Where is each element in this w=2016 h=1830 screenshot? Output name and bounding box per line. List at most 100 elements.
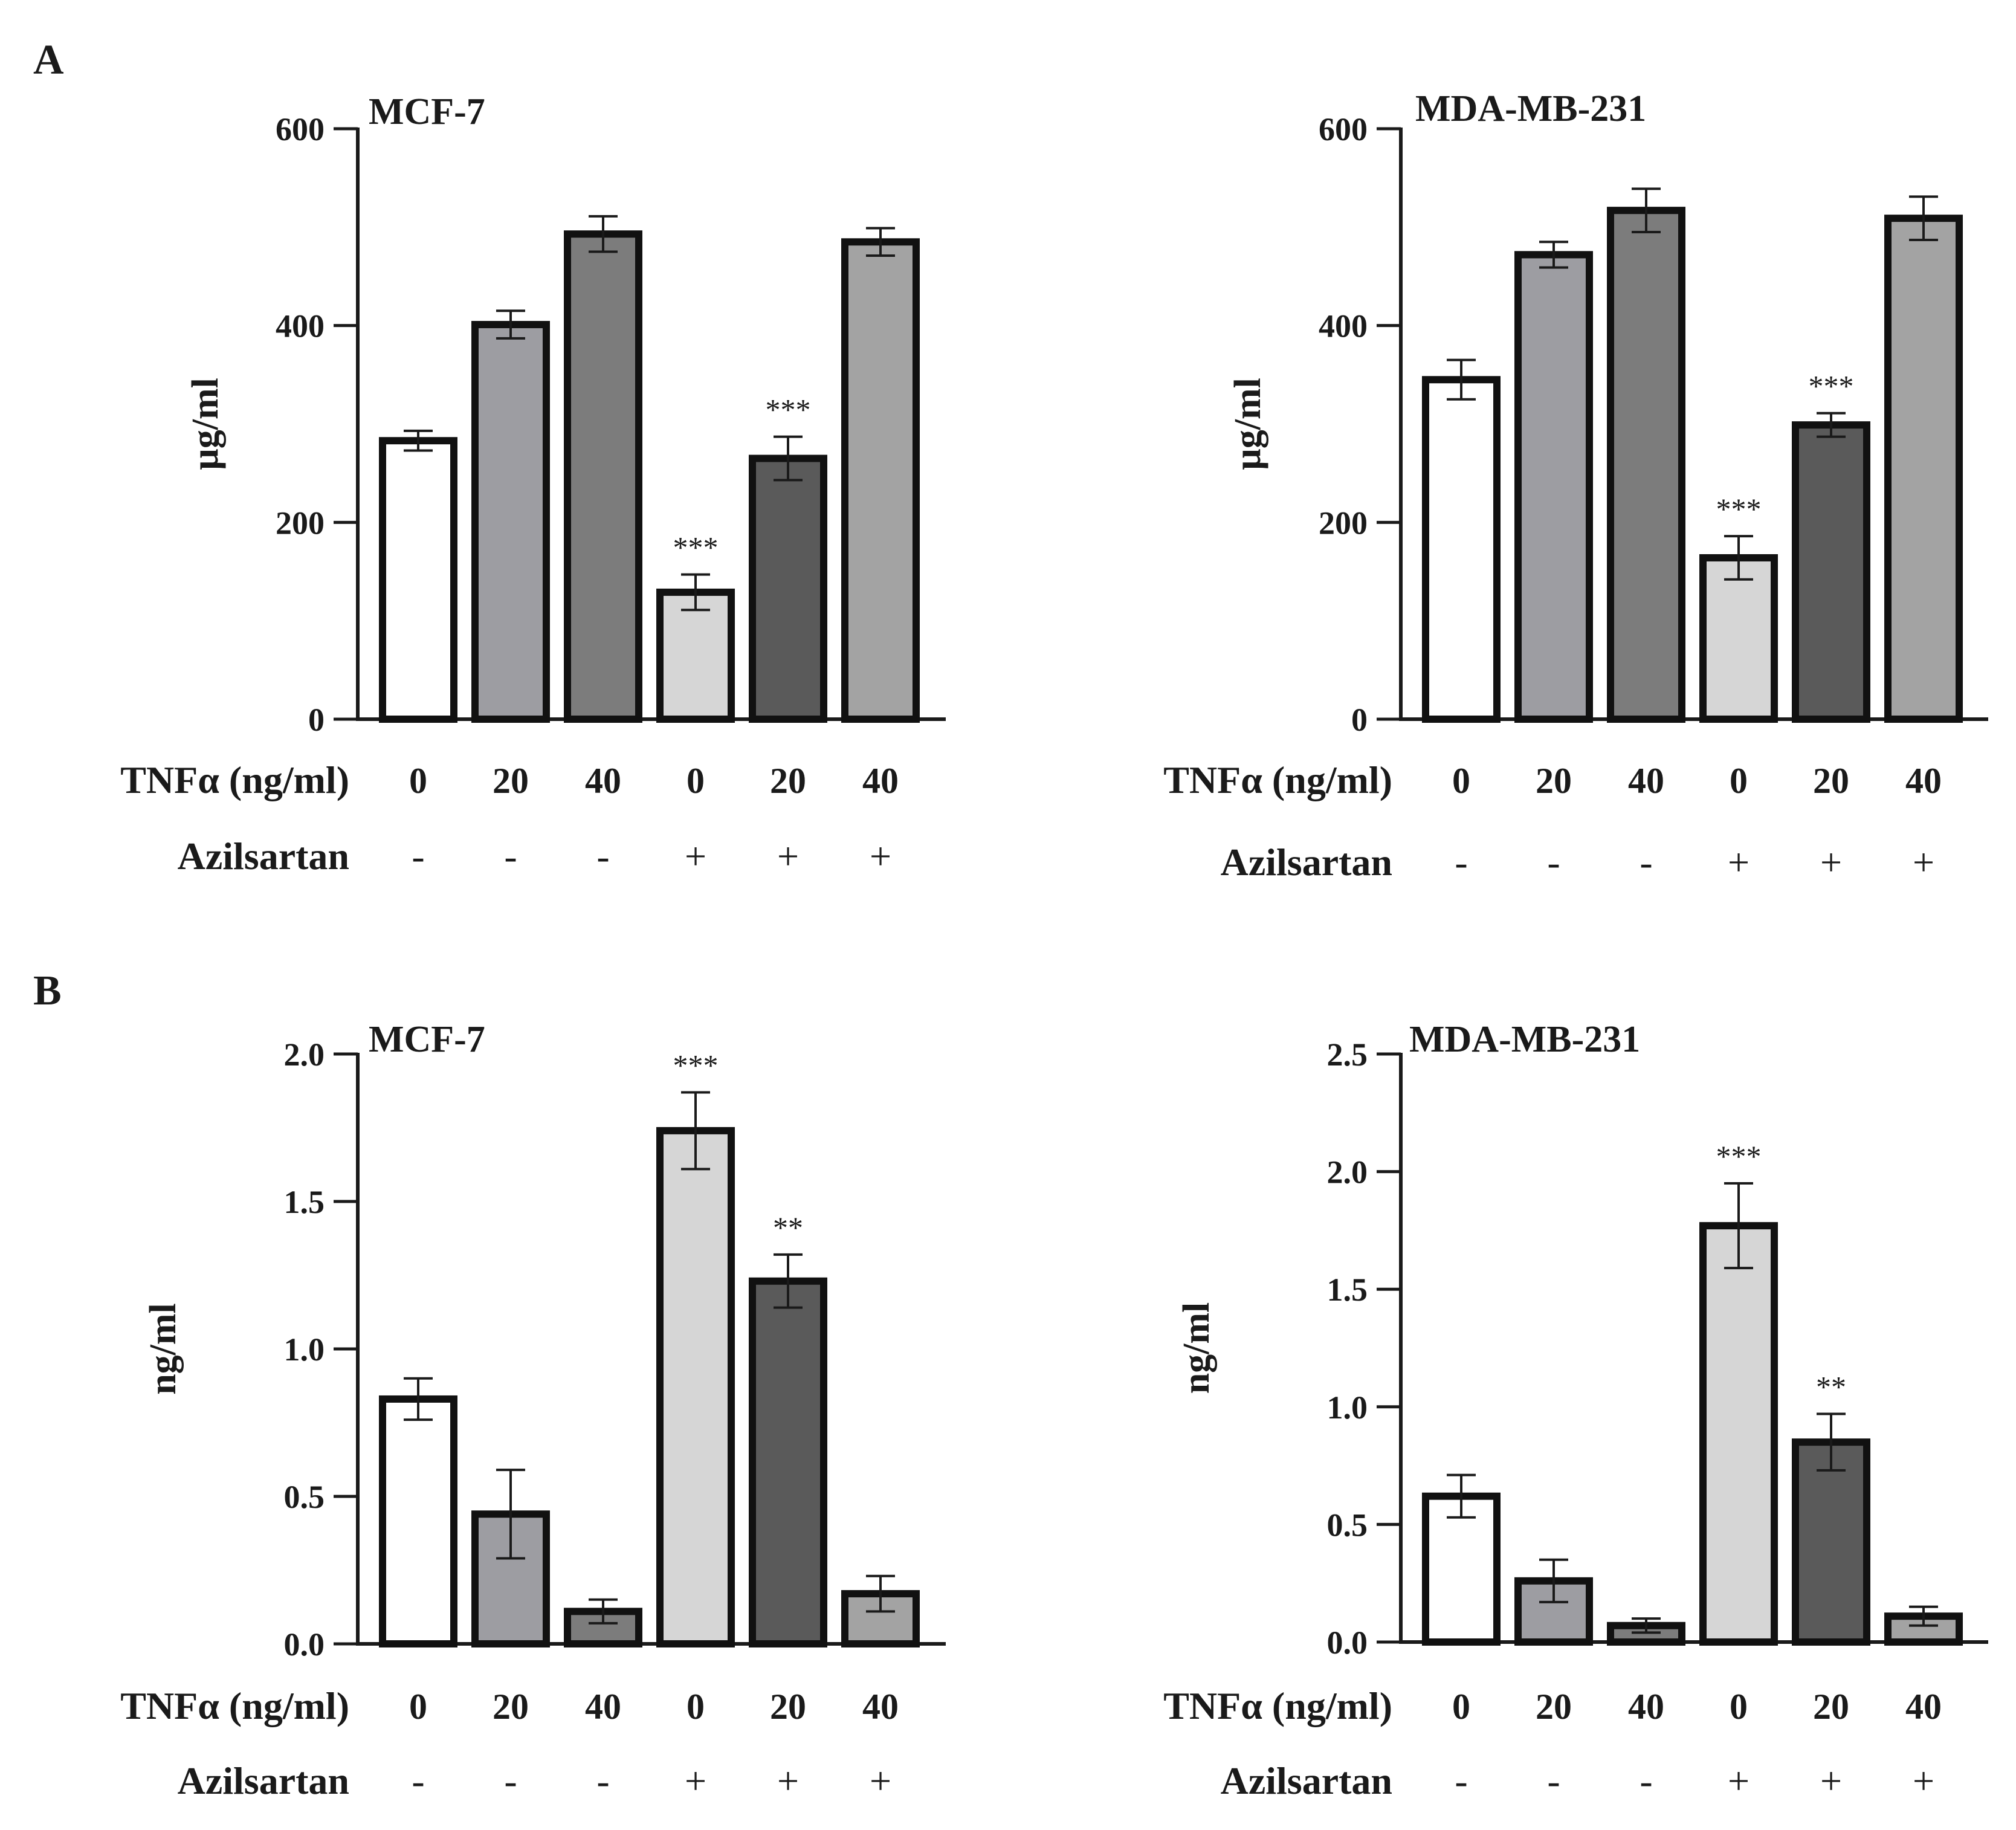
azilsartan-sign: - bbox=[1547, 1759, 1560, 1802]
azilsartan-sign: - bbox=[412, 835, 424, 878]
bar bbox=[749, 1277, 827, 1647]
y-tick-label: 2.0 bbox=[1327, 1154, 1368, 1191]
bar bbox=[1792, 1438, 1870, 1646]
row-label-azilsartan: Azilsartan bbox=[178, 1759, 349, 1802]
chart-4: MDA-MB-231 0.0 0.5 1.0 1.5 2.0 2.5 ng/ml 0 - 20 - 40… bbox=[1163, 1019, 1988, 1802]
azilsartan-sign: - bbox=[1640, 1759, 1652, 1802]
y-tick-label: 2.0 bbox=[284, 1036, 325, 1073]
y-tick-label: 1.5 bbox=[1327, 1272, 1368, 1308]
azilsartan-sign: + bbox=[1728, 1759, 1749, 1802]
significance-label: *** bbox=[1716, 1139, 1762, 1173]
bar bbox=[1422, 376, 1501, 723]
y-tick-label: 0.0 bbox=[284, 1626, 325, 1663]
azilsartan-sign: - bbox=[1455, 1759, 1467, 1802]
azilsartan-sign: + bbox=[685, 1759, 706, 1802]
x-category-label: 40 bbox=[1628, 1687, 1664, 1727]
x-category-label: 0 bbox=[409, 761, 427, 801]
x-category-label: 0 bbox=[409, 1687, 427, 1727]
significance-label: *** bbox=[1809, 369, 1854, 403]
chart-3: MCF-7 0.0 0.5 1.0 1.5 2.0 ng/ml 0 - 20 - 40 - *** 0 + **… bbox=[120, 1019, 946, 1802]
azilsartan-sign: + bbox=[1913, 841, 1934, 884]
y-axis-title: µg/ml bbox=[185, 378, 226, 470]
significance-label: *** bbox=[673, 531, 719, 564]
y-tick-label: 400 bbox=[276, 308, 325, 344]
bar bbox=[749, 454, 827, 723]
x-category-label: 0 bbox=[1730, 761, 1748, 801]
row-label-azilsartan: Azilsartan bbox=[1221, 841, 1392, 884]
x-category-label: 20 bbox=[1813, 1687, 1849, 1727]
chart-title: MCF-7 bbox=[369, 91, 485, 132]
significance-label: ** bbox=[773, 1211, 803, 1244]
row-label-tnfa: TNFα (ng/ml) bbox=[1163, 758, 1392, 801]
y-tick-label: 0.0 bbox=[1327, 1625, 1368, 1661]
charts: MCF-70200400600µg/ml0-20-40-***0+***20+4… bbox=[120, 88, 1988, 1802]
chart-2: MDA-MB-231 0 200 400 600 µg/ml 0 - 20 - 40 - *** 0 + **… bbox=[1163, 88, 1988, 884]
bar bbox=[379, 437, 457, 723]
y-tick-label: 2.5 bbox=[1327, 1036, 1368, 1073]
bar bbox=[379, 1395, 457, 1647]
azilsartan-sign: + bbox=[870, 1759, 891, 1802]
x-category-label: 40 bbox=[862, 1687, 899, 1727]
chart-1: MCF-7 0 200 400 600 µg/ml 0 - 20 - 40 - *** 0 + *** 20 +4… bbox=[120, 91, 946, 878]
bar bbox=[656, 1127, 735, 1647]
x-category-label: 40 bbox=[862, 761, 899, 801]
azilsartan-sign: - bbox=[504, 1759, 517, 1802]
x-category-label: 20 bbox=[493, 1687, 529, 1727]
row-label-azilsartan: Azilsartan bbox=[178, 835, 349, 878]
azilsartan-sign: - bbox=[412, 1759, 424, 1802]
x-category-label: 20 bbox=[493, 761, 529, 801]
x-category-label: 40 bbox=[1905, 1687, 1942, 1727]
x-category-label: 40 bbox=[585, 1687, 621, 1727]
row-label-tnfa: TNFα (ng/ml) bbox=[1163, 1684, 1392, 1727]
y-tick-label: 0.5 bbox=[1327, 1507, 1368, 1543]
azilsartan-sign: + bbox=[1820, 841, 1842, 884]
row-label-tnfa: TNFα (ng/ml) bbox=[120, 1684, 349, 1727]
x-category-label: 20 bbox=[1536, 761, 1572, 801]
x-category-label: 40 bbox=[585, 761, 621, 801]
azilsartan-sign: + bbox=[1820, 1759, 1842, 1802]
x-category-label: 40 bbox=[1905, 761, 1942, 801]
azilsartan-sign: - bbox=[504, 835, 517, 878]
row-label-azilsartan: Azilsartan bbox=[1221, 1759, 1392, 1802]
x-category-label: 20 bbox=[770, 761, 806, 801]
y-tick-label: 400 bbox=[1319, 308, 1368, 344]
azilsartan-sign: + bbox=[685, 835, 706, 878]
bar bbox=[1514, 251, 1593, 723]
y-tick-label: 600 bbox=[276, 111, 325, 147]
azilsartan-sign: + bbox=[1728, 841, 1749, 884]
azilsartan-sign: - bbox=[596, 1759, 609, 1802]
y-tick-label: 0.5 bbox=[284, 1479, 325, 1515]
y-axis-title: ng/ml bbox=[143, 1303, 184, 1395]
bar bbox=[1792, 421, 1870, 723]
bar bbox=[1699, 554, 1778, 723]
significance-label: *** bbox=[766, 393, 811, 427]
y-tick-label: 0 bbox=[308, 702, 325, 738]
y-tick-label: 1.5 bbox=[284, 1184, 325, 1220]
y-tick-label: 1.0 bbox=[1327, 1389, 1368, 1426]
bar bbox=[564, 230, 642, 723]
azilsartan-sign: - bbox=[596, 835, 609, 878]
azilsartan-sign: - bbox=[1640, 841, 1652, 884]
x-category-label: 20 bbox=[1813, 761, 1849, 801]
y-tick-label: 200 bbox=[276, 505, 325, 541]
x-category-label: 40 bbox=[1628, 761, 1664, 801]
significance-label: *** bbox=[1716, 492, 1762, 526]
azilsartan-sign: + bbox=[777, 1759, 799, 1802]
bar bbox=[471, 321, 550, 723]
azilsartan-sign: + bbox=[1913, 1759, 1934, 1802]
x-category-label: 0 bbox=[1730, 1687, 1748, 1727]
panel-label-a: A bbox=[33, 37, 64, 83]
significance-label: *** bbox=[673, 1048, 719, 1082]
y-tick-label: 1.0 bbox=[284, 1331, 325, 1368]
y-tick-label: 200 bbox=[1319, 505, 1368, 541]
x-category-label: 20 bbox=[1536, 1687, 1572, 1727]
bar bbox=[1884, 215, 1963, 723]
panel-label-b: B bbox=[33, 968, 62, 1014]
azilsartan-sign: - bbox=[1455, 841, 1467, 884]
x-category-label: 0 bbox=[1452, 761, 1470, 801]
row-label-tnfa: TNFα (ng/ml) bbox=[120, 758, 349, 801]
y-axis-title: µg/ml bbox=[1227, 378, 1268, 470]
azilsartan-sign: + bbox=[777, 835, 799, 878]
bar bbox=[1699, 1222, 1778, 1646]
